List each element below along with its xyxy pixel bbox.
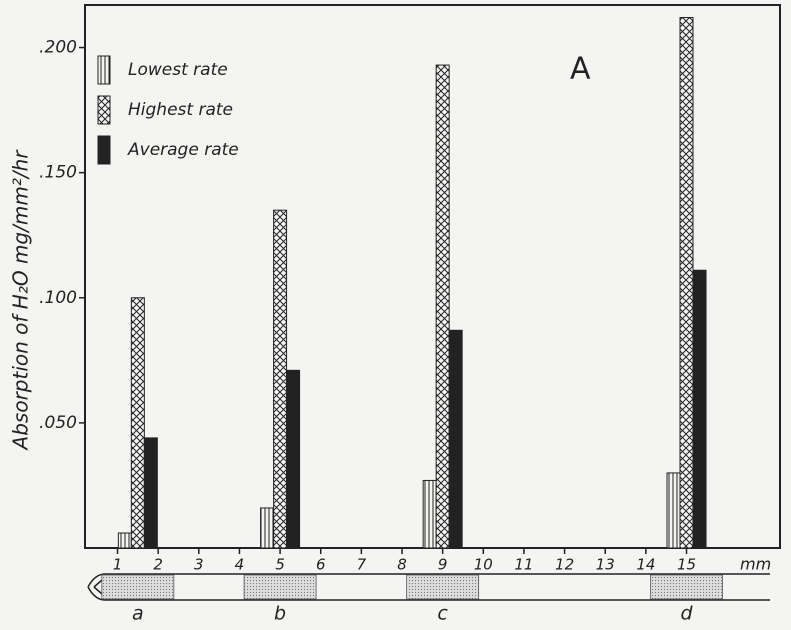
x-tick-label: 7 <box>357 556 367 574</box>
root-region <box>407 575 479 599</box>
root-region <box>102 575 174 599</box>
x-tick-label: 4 <box>235 556 245 574</box>
bar <box>144 438 157 548</box>
x-tick-label: 11 <box>514 556 533 574</box>
bar <box>423 480 436 548</box>
y-tick-label: .150 <box>39 163 77 183</box>
chart-title: A <box>570 52 591 87</box>
legend-swatch <box>98 96 110 124</box>
x-tick-label: 8 <box>397 556 407 574</box>
bar <box>449 330 462 548</box>
region-label: a <box>132 603 144 625</box>
x-tick-label: 2 <box>153 556 163 574</box>
region-label: c <box>437 603 448 625</box>
region-label: d <box>680 603 693 625</box>
bar <box>118 533 131 548</box>
x-axis-unit: mm <box>740 555 771 574</box>
legend-swatch <box>98 56 110 84</box>
plot-frame <box>85 5 780 548</box>
legend-swatch <box>98 136 110 164</box>
bar <box>131 298 144 548</box>
bar <box>274 210 287 548</box>
bar <box>680 18 693 548</box>
legend-label: Average rate <box>127 140 239 160</box>
y-tick-label: .100 <box>39 288 77 308</box>
x-tick-label: 12 <box>555 556 574 574</box>
x-tick-label: 5 <box>275 556 285 574</box>
x-tick-label: 13 <box>596 556 615 574</box>
x-tick-label: 15 <box>677 556 696 574</box>
y-axis-label: Absorption of H₂O mg/mm²/hr <box>9 149 33 452</box>
bar <box>667 473 680 548</box>
x-tick-label: 1 <box>113 556 123 574</box>
x-tick-label: 3 <box>194 556 204 574</box>
bar <box>436 65 449 548</box>
x-tick-label: 9 <box>438 556 448 574</box>
y-tick-label: .200 <box>39 38 77 58</box>
legend-label: Lowest rate <box>128 60 228 80</box>
chart: A Absorption of H₂O mg/mm²/hr mm .050 .10… <box>0 0 791 630</box>
y-tick-label: .050 <box>39 413 77 433</box>
region-label: b <box>274 603 286 625</box>
root-region <box>651 575 723 599</box>
x-tick-label: 10 <box>474 556 493 574</box>
bar <box>287 370 300 548</box>
legend-label: Highest rate <box>128 100 233 120</box>
x-tick-label: 6 <box>316 556 326 574</box>
x-tick-label: 14 <box>636 556 655 574</box>
bar <box>261 508 274 548</box>
root-region <box>244 575 316 599</box>
bar <box>693 270 706 548</box>
